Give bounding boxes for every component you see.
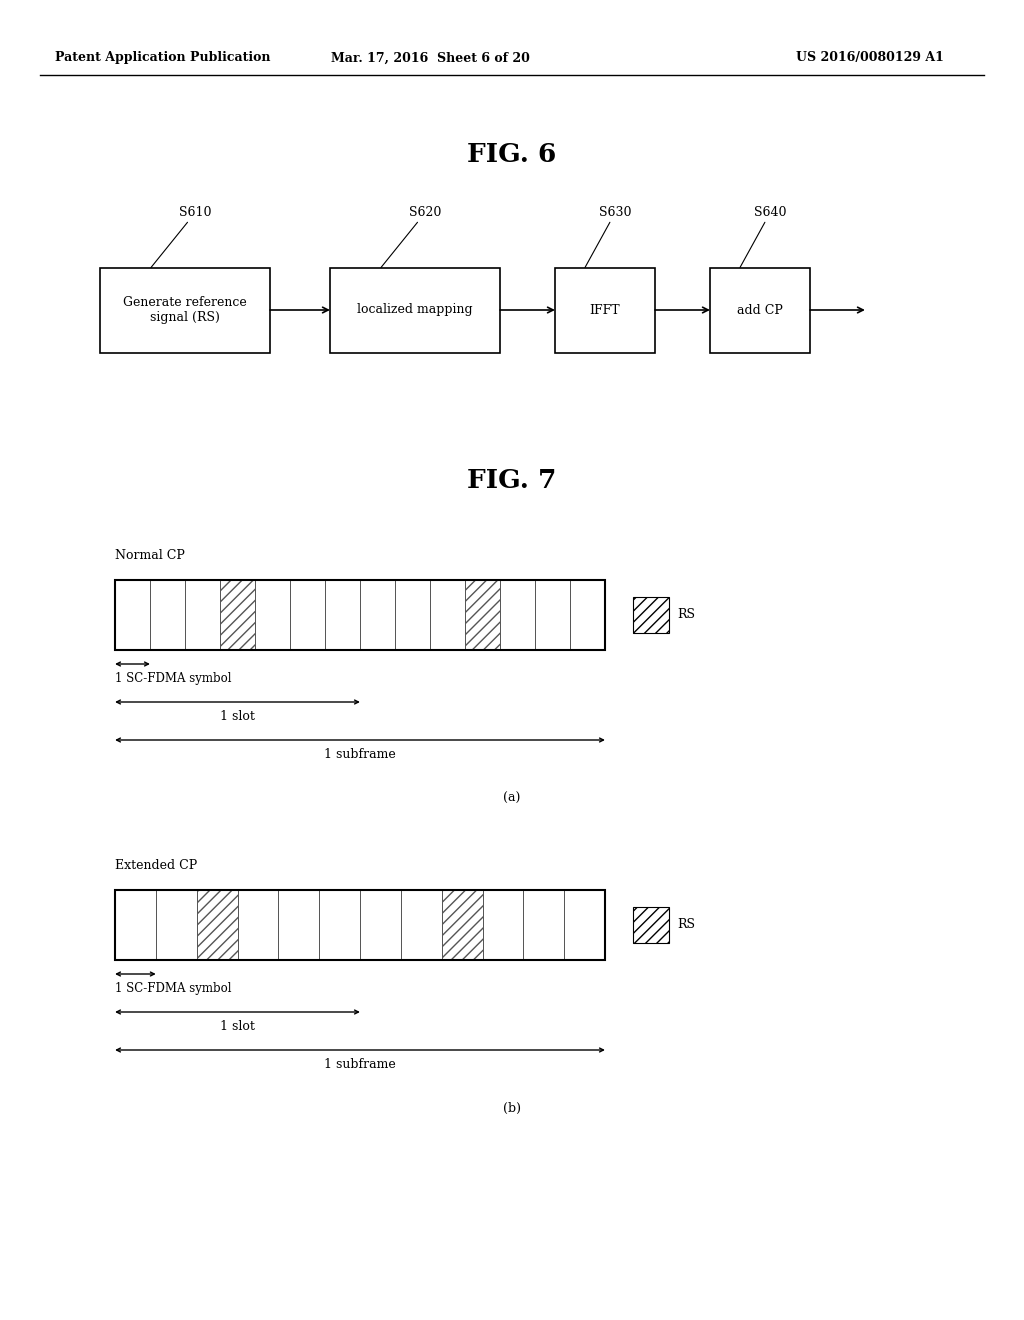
Text: Generate reference
signal (RS): Generate reference signal (RS)	[123, 296, 247, 323]
Bar	[710, 268, 810, 352]
Bar	[255, 579, 290, 649]
Text: 1 SC-FDMA symbol: 1 SC-FDMA symbol	[115, 982, 231, 995]
Bar	[100, 268, 270, 352]
Bar	[115, 890, 156, 960]
Bar	[238, 890, 279, 960]
Bar	[115, 890, 605, 960]
Text: 1 slot: 1 slot	[220, 1020, 255, 1034]
Text: Mar. 17, 2016  Sheet 6 of 20: Mar. 17, 2016 Sheet 6 of 20	[331, 51, 529, 65]
Bar	[523, 890, 564, 960]
Text: Extended CP: Extended CP	[115, 859, 198, 873]
Bar	[330, 268, 500, 352]
Text: 1 subframe: 1 subframe	[325, 1059, 396, 1071]
Text: S610: S610	[151, 206, 211, 268]
Bar	[279, 890, 319, 960]
Bar	[319, 890, 360, 960]
Bar	[325, 579, 360, 649]
Bar	[220, 579, 255, 649]
Text: (b): (b)	[503, 1102, 521, 1115]
Bar	[360, 890, 400, 960]
Text: S630: S630	[585, 206, 631, 268]
Bar	[535, 579, 570, 649]
Bar	[430, 579, 465, 649]
Text: localized mapping: localized mapping	[357, 304, 473, 317]
Bar	[500, 579, 535, 649]
Bar	[482, 890, 523, 960]
Bar	[555, 268, 655, 352]
Text: Patent Application Publication: Patent Application Publication	[55, 51, 270, 65]
Text: FIG. 6: FIG. 6	[467, 143, 557, 168]
Text: RS: RS	[677, 609, 695, 622]
Bar	[400, 890, 441, 960]
Bar	[150, 579, 185, 649]
Text: Normal CP: Normal CP	[115, 549, 185, 562]
Bar	[115, 579, 150, 649]
Text: 1 subframe: 1 subframe	[325, 748, 396, 762]
Text: IFFT: IFFT	[590, 304, 621, 317]
Text: RS: RS	[677, 919, 695, 932]
Bar	[633, 597, 669, 634]
Text: (a): (a)	[504, 792, 520, 805]
Text: add CP: add CP	[737, 304, 783, 317]
Text: S620: S620	[381, 206, 441, 268]
Bar	[290, 579, 325, 649]
Text: FIG. 7: FIG. 7	[467, 467, 557, 492]
Bar	[360, 579, 395, 649]
Bar	[465, 579, 500, 649]
Bar	[633, 907, 669, 942]
Text: S640: S640	[740, 206, 786, 268]
Bar	[115, 579, 605, 649]
Text: 1 SC-FDMA symbol: 1 SC-FDMA symbol	[115, 672, 231, 685]
Bar	[441, 890, 482, 960]
Bar	[197, 890, 238, 960]
Bar	[564, 890, 605, 960]
Text: 1 slot: 1 slot	[220, 710, 255, 723]
Bar	[570, 579, 605, 649]
Bar	[156, 890, 197, 960]
Bar	[185, 579, 220, 649]
Text: US 2016/0080129 A1: US 2016/0080129 A1	[796, 51, 944, 65]
Bar	[395, 579, 430, 649]
